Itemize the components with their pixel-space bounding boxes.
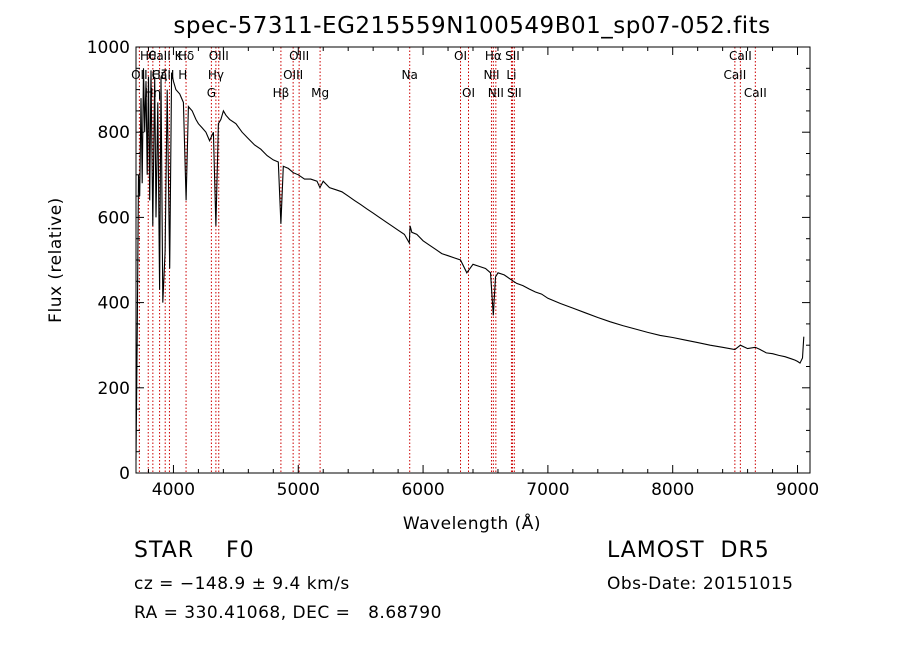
line-marker-label: CaII bbox=[744, 86, 767, 100]
line-marker-label: SII bbox=[507, 86, 522, 100]
line-marker-label: Hα bbox=[485, 49, 502, 63]
line-marker-label: CaII bbox=[723, 68, 746, 82]
line-marker-label: Hζ bbox=[152, 68, 168, 82]
x-tick-label: 8000 bbox=[651, 480, 694, 500]
spectrum-line bbox=[135, 68, 805, 461]
object-class: STAR F0 bbox=[134, 538, 255, 563]
x-tick-label: 5000 bbox=[277, 480, 320, 500]
line-marker-label: Mg bbox=[311, 86, 329, 100]
line-marker-labels: OII Hθ Hη Hζ CaII K CaII H Hδ G Hγ OIII Hβ OIII OIII… bbox=[131, 49, 767, 100]
line-marker-label: OIII bbox=[283, 68, 303, 82]
line-marker-label: G bbox=[207, 86, 216, 100]
line-markers bbox=[138, 47, 756, 473]
y-tick-label: 800 bbox=[98, 123, 130, 143]
line-marker-label: SII bbox=[505, 49, 520, 63]
line-marker-label: Hγ bbox=[208, 68, 224, 82]
coordinates-readout: RA = 330.41068, DEC = 8.68790 bbox=[134, 603, 442, 623]
y-tick-label: 1000 bbox=[87, 38, 130, 58]
plot-frame bbox=[135, 46, 811, 474]
x-axis-label: Wavelength (Å) bbox=[403, 512, 541, 534]
line-marker-label: Na bbox=[402, 68, 418, 82]
y-tick-label: 600 bbox=[98, 208, 130, 228]
y-tick-label: 0 bbox=[119, 464, 130, 484]
line-marker-label: NII bbox=[483, 68, 499, 82]
line-marker-label: NII bbox=[488, 86, 504, 100]
line-marker-label: OIII bbox=[209, 49, 229, 63]
line-marker-label: Hθ bbox=[140, 49, 156, 63]
y-axis: 0 200 400 600 800 1000 bbox=[87, 38, 810, 484]
line-marker-label: OI bbox=[454, 49, 467, 63]
y-axis-label: Flux (relative) bbox=[46, 197, 66, 323]
x-tick-label: 4000 bbox=[152, 480, 195, 500]
line-marker-label: Hβ bbox=[273, 86, 290, 100]
x-tick-label: 7000 bbox=[526, 480, 569, 500]
velocity-readout: cz = −148.9 ± 9.4 km/s bbox=[134, 574, 350, 594]
line-marker-label: CaII H bbox=[152, 68, 188, 82]
line-marker-label: OIII bbox=[289, 49, 309, 63]
line-marker-label: CaII bbox=[729, 49, 752, 63]
line-marker-label: CaII K bbox=[148, 49, 184, 63]
y-tick-label: 200 bbox=[98, 379, 130, 399]
line-marker-label: OII bbox=[131, 68, 148, 82]
line-marker-label: Hη bbox=[145, 86, 162, 100]
chart-title: spec-57311-EG215559N100549B01_sp07-052.f… bbox=[173, 13, 770, 39]
line-marker-label: OI bbox=[462, 86, 475, 100]
x-tick-label: 9000 bbox=[776, 480, 819, 500]
survey-label: LAMOST DR5 bbox=[607, 538, 770, 563]
line-marker-label: Hδ bbox=[178, 49, 194, 63]
obs-date: Obs-Date: 20151015 bbox=[607, 574, 794, 594]
y-tick-label: 400 bbox=[98, 294, 130, 314]
x-axis: 4000 5000 6000 7000 8000 9000 bbox=[147, 47, 819, 500]
x-tick-label: 6000 bbox=[401, 480, 444, 500]
line-marker-label: Li bbox=[506, 68, 516, 82]
